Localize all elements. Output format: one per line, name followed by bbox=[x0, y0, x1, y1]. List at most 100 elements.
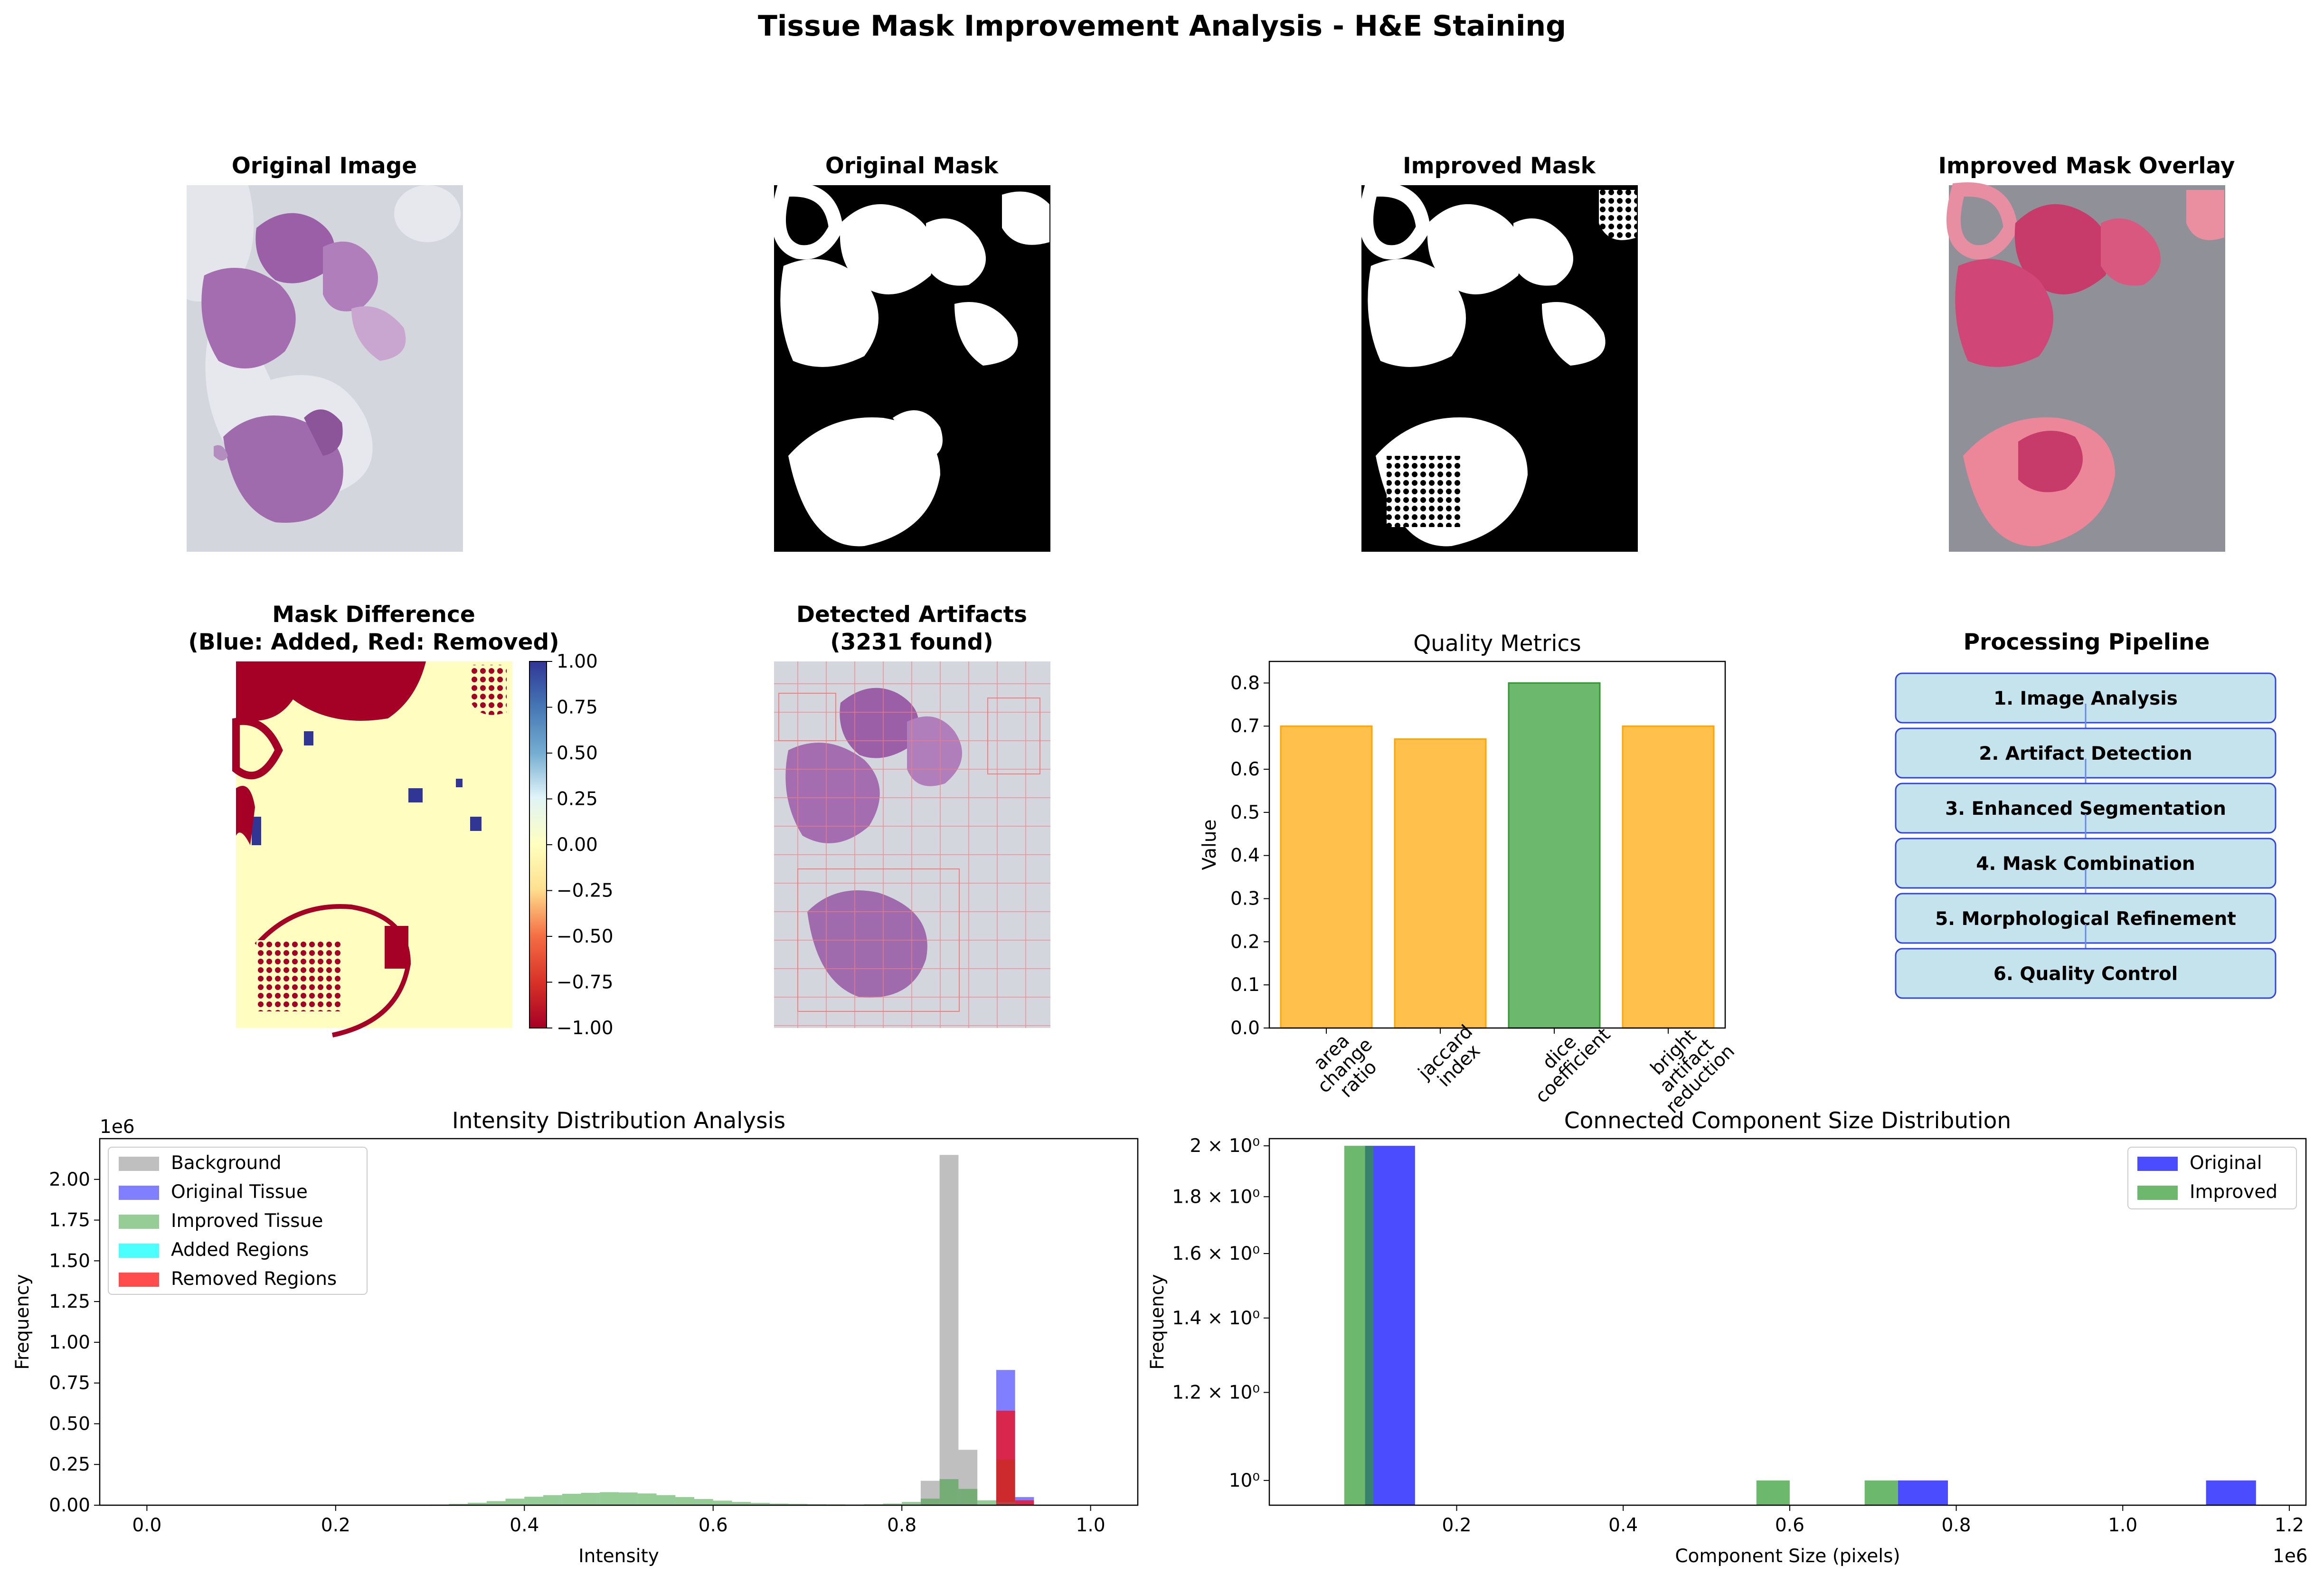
panel-intensity-distribution: Intensity Distribution Analysis Intensit… bbox=[12, 1108, 1139, 1567]
panel-title-mask-difference-line2: (Blue: Added, Red: Removed) bbox=[188, 629, 559, 655]
intensity-bar bbox=[713, 1500, 732, 1505]
intensity-bar bbox=[486, 1501, 506, 1505]
quality-x-tick-label: jaccardindex bbox=[1414, 1021, 1484, 1091]
colorbar: 1.00 0.75 0.50 0.25 0.00 −0.25 −0.50 −0.75 −1.00 bbox=[529, 651, 614, 1039]
figure-suptitle: Tissue Mask Improvement Analysis - H&E S… bbox=[758, 9, 1566, 43]
legend-swatch bbox=[119, 1215, 159, 1229]
intensity-axes-frame bbox=[99, 1138, 1139, 1506]
colorbar-tick-label: −0.75 bbox=[557, 972, 614, 993]
component-bar bbox=[2206, 1480, 2256, 1505]
intensity-y-tick-label: 1.50 bbox=[49, 1250, 90, 1272]
panel-improved-mask: Improved Mask bbox=[1359, 153, 1638, 552]
pipeline-step-label: 6. Quality Control bbox=[1993, 963, 2178, 985]
quality-bar bbox=[1622, 725, 1715, 1029]
legend-label: Improved Tissue bbox=[171, 1210, 323, 1232]
colorbar-tick-label: 0.50 bbox=[557, 743, 598, 764]
legend-swatch bbox=[119, 1244, 159, 1258]
component-y-tick-label: 1.2 × 10⁰ bbox=[1172, 1382, 1260, 1403]
colorbar-tick-label: −0.50 bbox=[557, 926, 614, 947]
quality-x-tick-line: coefficient bbox=[1531, 1024, 1615, 1108]
pipeline-step: 2. Artifact Detection bbox=[1895, 727, 2277, 795]
component-x-tick-label: 0.8 bbox=[1942, 1515, 1971, 1536]
legend-swatch bbox=[119, 1157, 159, 1171]
intensity-y-label: Frequency bbox=[12, 1274, 33, 1369]
legend-box bbox=[108, 1147, 368, 1295]
panel-title-artifacts-line2: (3231 found) bbox=[830, 629, 993, 655]
intensity-bar bbox=[468, 1502, 487, 1505]
intensity-bar bbox=[996, 1410, 1015, 1505]
tissue-image bbox=[187, 185, 463, 552]
colorbar-tick-label: 0.75 bbox=[557, 697, 598, 718]
quality-y-tick-label: 0.6 bbox=[1230, 759, 1260, 780]
component-bar bbox=[1756, 1480, 1790, 1505]
quality-chart-title: Quality Metrics bbox=[1413, 631, 1581, 657]
intensity-bar bbox=[637, 1493, 657, 1505]
colorbar-tick-label: 0.00 bbox=[557, 834, 598, 856]
component-x-tick-label: 1.2 bbox=[2275, 1515, 2304, 1536]
artifact-image bbox=[774, 661, 1050, 1028]
intensity-y-tick-label: 0.50 bbox=[49, 1413, 90, 1434]
quality-y-label: Value bbox=[1199, 819, 1220, 870]
quality-y-tick-label: 0.4 bbox=[1230, 845, 1260, 867]
component-y-tick-label: 1.8 × 10⁰ bbox=[1172, 1186, 1260, 1207]
component-legend: Original Improved bbox=[2127, 1147, 2297, 1209]
panel-overlay: Improved Mask Overlay bbox=[1938, 153, 2235, 552]
intensity-bar bbox=[902, 1502, 921, 1505]
intensity-bar bbox=[958, 1489, 978, 1505]
panel-quality-metrics: Quality Metrics Value 0.0 0.1 0.2 0.3 0.4 0.5… bbox=[1199, 631, 1739, 1118]
panel-original-image: Original Image bbox=[187, 153, 463, 552]
colorbar-tick-label: 0.25 bbox=[557, 789, 598, 810]
intensity-legend: Background Original Tissue Improved Tissue… bbox=[108, 1147, 368, 1295]
intensity-bar bbox=[581, 1492, 600, 1505]
quality-x-tick-text: areachangeratio bbox=[1300, 1021, 1390, 1111]
quality-y-tick-label: 0.7 bbox=[1230, 716, 1260, 737]
mask-difference-image bbox=[232, 661, 512, 1037]
component-bar bbox=[1344, 1146, 1374, 1505]
component-y-tick-label: 1.4 × 10⁰ bbox=[1172, 1308, 1260, 1329]
intensity-bar bbox=[939, 1155, 959, 1505]
component-y-label: Frequency bbox=[1147, 1274, 1168, 1369]
intensity-y-tick-label: 0.00 bbox=[49, 1495, 90, 1516]
legend-swatch bbox=[2137, 1186, 2178, 1200]
quality-bar bbox=[1280, 725, 1373, 1029]
intensity-bar bbox=[788, 1504, 808, 1505]
quality-y-tick-label: 0.3 bbox=[1230, 888, 1260, 910]
panel-original-mask: Original Mask bbox=[772, 153, 1050, 552]
quality-y-tick-label: 0.0 bbox=[1230, 1018, 1260, 1039]
intensity-y-tick-label: 1.00 bbox=[49, 1332, 90, 1353]
component-x-tick-label: 0.6 bbox=[1775, 1515, 1804, 1536]
intensity-bar bbox=[656, 1495, 676, 1505]
component-y-tick-label: 1.6 × 10⁰ bbox=[1172, 1243, 1260, 1264]
intensity-x-tick-label: 0.2 bbox=[321, 1515, 350, 1536]
legend-swatch bbox=[119, 1186, 159, 1200]
intensity-y-tick-label: 1.75 bbox=[49, 1210, 90, 1231]
panel-title-original-image: Original Image bbox=[232, 153, 417, 179]
intensity-bar bbox=[619, 1492, 638, 1505]
colorbar-tick-label: −1.00 bbox=[557, 1018, 614, 1039]
colorbar-tick-label: −0.25 bbox=[557, 880, 614, 902]
legend-label: Added Regions bbox=[171, 1239, 309, 1261]
component-y-tick-label: 2 × 10⁰ bbox=[1190, 1135, 1260, 1157]
panel-title-overlay: Improved Mask Overlay bbox=[1938, 153, 2235, 179]
quality-x-tick-label: brightartifactreduction bbox=[1635, 1014, 1739, 1118]
quality-y-tick-label: 0.1 bbox=[1230, 974, 1260, 996]
pipeline-step: 4. Mask Combination bbox=[1895, 838, 2277, 905]
legend-label: Improved bbox=[2190, 1181, 2277, 1203]
panel-title-mask-difference-line1: Mask Difference bbox=[272, 602, 475, 628]
quality-x-tick-text: brightartifactreduction bbox=[1635, 1014, 1739, 1118]
panel-component-size: Connected Component Size Distribution Co… bbox=[1147, 1108, 2308, 1567]
intensity-bar bbox=[883, 1503, 902, 1505]
intensity-x-tick-label: 0.8 bbox=[887, 1515, 916, 1536]
panel-title-improved-mask: Improved Mask bbox=[1403, 153, 1597, 179]
panel-detected-artifacts: Detected Artifacts (3231 found) bbox=[774, 602, 1050, 1028]
intensity-x-tick-label: 0.0 bbox=[132, 1515, 161, 1536]
intensity-bar bbox=[732, 1502, 751, 1505]
component-bar bbox=[1864, 1480, 1898, 1505]
quality-y-tick-label: 0.2 bbox=[1230, 931, 1260, 953]
intensity-bar bbox=[694, 1499, 713, 1505]
intensity-bar bbox=[600, 1492, 619, 1505]
intensity-bar bbox=[543, 1495, 562, 1505]
legend-label: Background bbox=[171, 1152, 282, 1174]
quality-y-tick-label: 0.5 bbox=[1230, 802, 1260, 823]
